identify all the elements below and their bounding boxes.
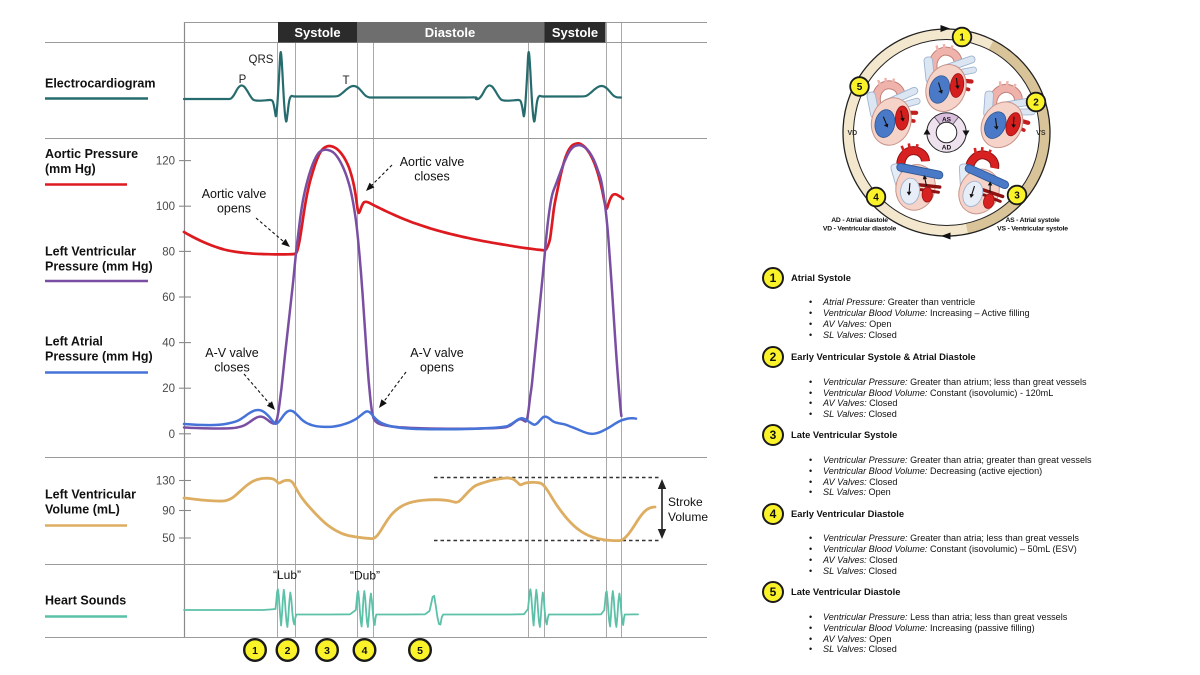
svg-text:Stroke: Stroke <box>668 495 703 509</box>
svg-text:AD: AD <box>942 144 952 151</box>
svg-text:A-V valve: A-V valve <box>205 346 259 360</box>
svg-text:Pressure (mm Hg): Pressure (mm Hg) <box>45 350 153 364</box>
svg-text:90: 90 <box>162 506 175 518</box>
svg-text:AD - Atrial diastole: AD - Atrial diastole <box>831 217 888 224</box>
svg-text:VS - Ventricular systole: VS - Ventricular systole <box>997 226 1068 233</box>
svg-text:Left Ventricular: Left Ventricular <box>45 245 136 259</box>
svg-text:(mm Hg): (mm Hg) <box>45 162 96 176</box>
svg-text:3: 3 <box>1014 191 1020 202</box>
svg-text:Volume: Volume <box>668 510 708 524</box>
svg-text:Aortic valve: Aortic valve <box>400 155 465 169</box>
svg-text:2: 2 <box>285 645 291 657</box>
svg-text:50: 50 <box>162 533 175 545</box>
svg-text:closes: closes <box>414 170 449 184</box>
svg-text:80: 80 <box>162 246 175 258</box>
svg-text:T: T <box>342 75 349 87</box>
svg-text:5: 5 <box>417 645 423 657</box>
svg-text:Pressure (mm Hg): Pressure (mm Hg) <box>45 260 153 274</box>
svg-text:5: 5 <box>857 82 863 93</box>
svg-text:opens: opens <box>420 361 454 375</box>
svg-text:VS: VS <box>1036 130 1046 137</box>
svg-text:opens: opens <box>217 202 251 216</box>
svg-text:2: 2 <box>1033 98 1039 109</box>
svg-text:VD - Ventricular diastole: VD - Ventricular diastole <box>823 226 897 233</box>
svg-text:60: 60 <box>162 292 175 304</box>
svg-text:Aortic valve: Aortic valve <box>202 187 267 201</box>
svg-text:100: 100 <box>156 201 175 213</box>
svg-text:Electrocardiogram: Electrocardiogram <box>45 77 155 91</box>
svg-text:A-V valve: A-V valve <box>410 346 464 360</box>
svg-text:20: 20 <box>162 383 175 395</box>
svg-text:4: 4 <box>873 193 879 204</box>
svg-text:120: 120 <box>156 156 175 168</box>
svg-text:1: 1 <box>252 645 258 657</box>
svg-text:Systole: Systole <box>552 25 598 40</box>
svg-text:Volume (mL): Volume (mL) <box>45 503 120 517</box>
svg-text:Left Ventricular: Left Ventricular <box>45 488 136 502</box>
svg-text:closes: closes <box>214 361 249 375</box>
svg-text:AS - Atrial systole: AS - Atrial systole <box>1005 217 1060 224</box>
svg-text:40: 40 <box>162 338 175 350</box>
svg-text:Left Atrial: Left Atrial <box>45 335 103 349</box>
svg-text:Diastole: Diastole <box>425 25 476 40</box>
svg-text:AS: AS <box>942 116 952 123</box>
svg-text:4: 4 <box>362 645 368 657</box>
svg-text:VD: VD <box>848 130 858 137</box>
svg-text:3: 3 <box>324 645 330 657</box>
svg-text:Heart Sounds: Heart Sounds <box>45 594 126 608</box>
svg-text:1: 1 <box>959 33 965 44</box>
svg-text:P: P <box>239 74 247 86</box>
svg-text:0: 0 <box>169 429 175 441</box>
svg-text:Aortic Pressure: Aortic Pressure <box>45 147 138 161</box>
svg-text:“Dub”: “Dub” <box>350 569 380 583</box>
svg-text:QRS: QRS <box>249 54 274 66</box>
svg-text:“Lub”: “Lub” <box>273 568 301 582</box>
svg-text:Systole: Systole <box>294 25 340 40</box>
svg-text:130: 130 <box>156 476 175 488</box>
